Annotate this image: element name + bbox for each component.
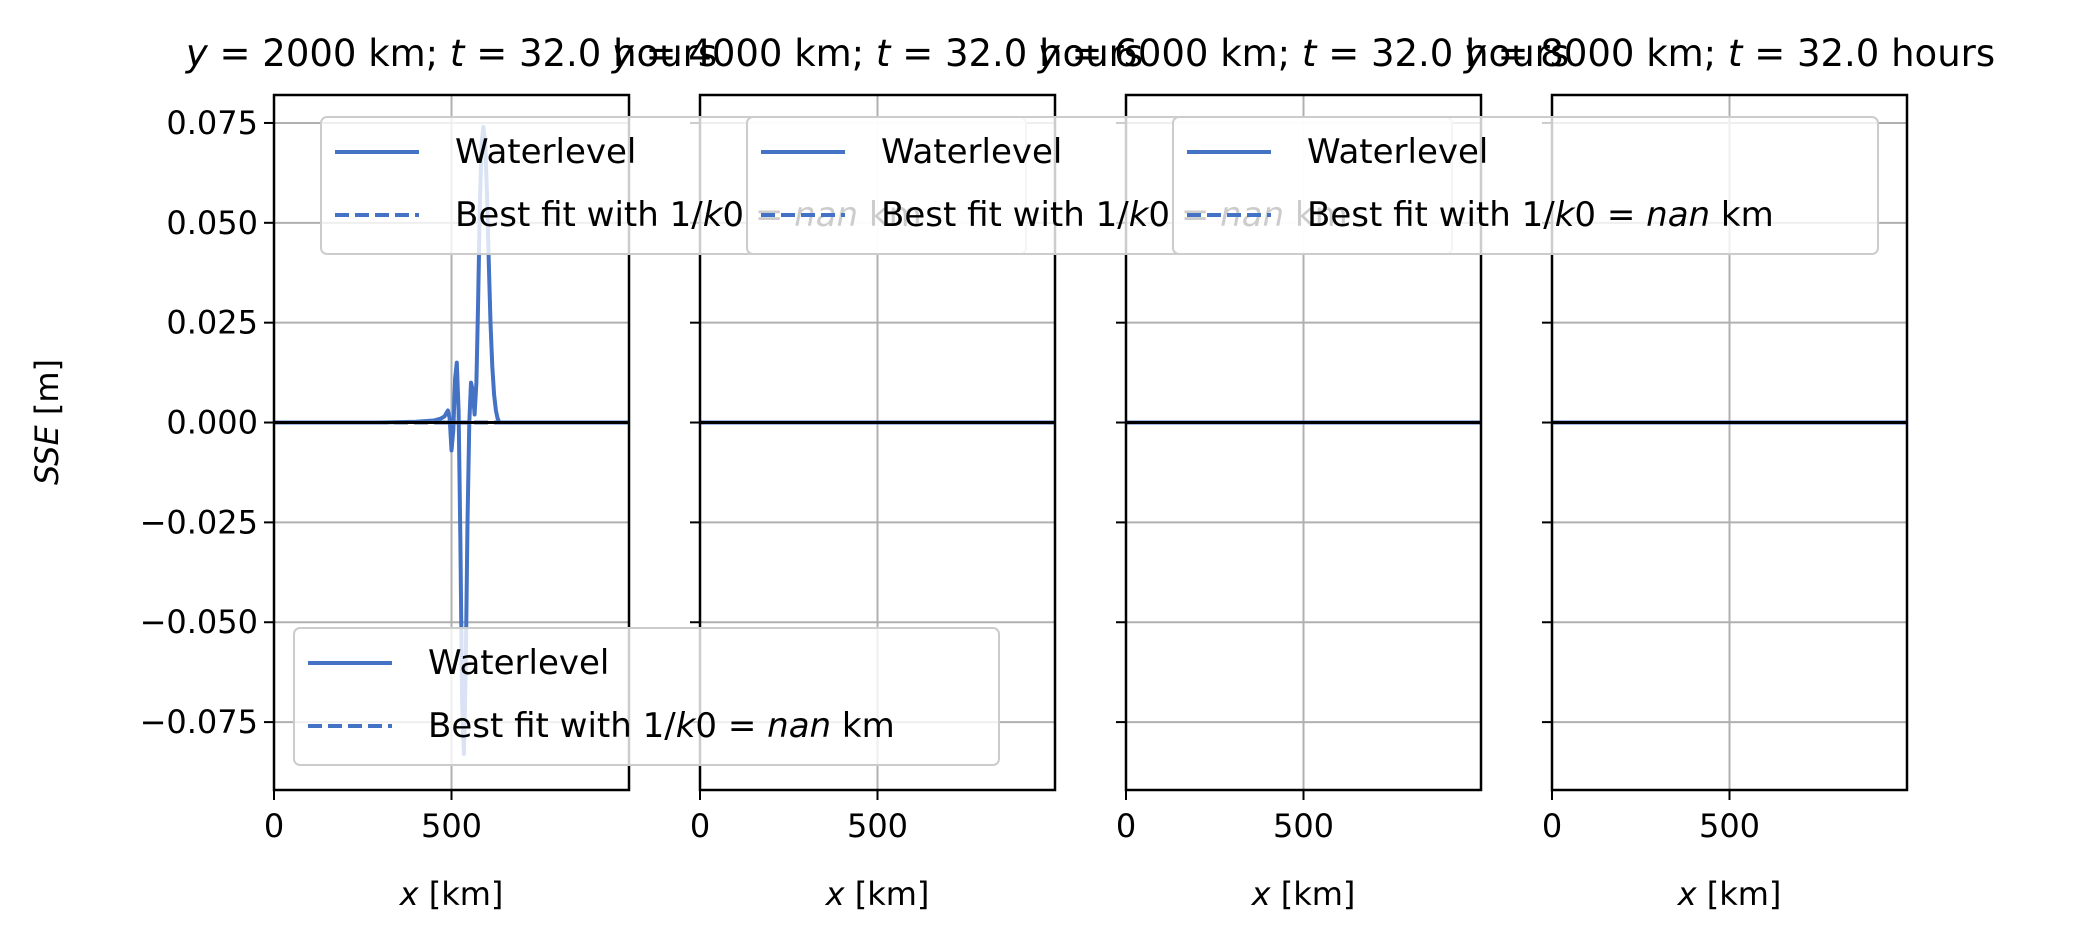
legend-label: Best fit with 1/k0 = nan km [428,706,895,746]
legend-label-text: Best fit with 1/ [1307,195,1555,235]
x-tick-label: 500 [847,807,908,845]
x-tick-label: 500 [1699,807,1760,845]
legend-label-k: k [703,195,724,235]
subplot-title: y = 6000 km; t = 32.0 hours [1037,32,1569,75]
legend-label: Waterlevel [455,132,636,172]
legend: Waterlevel Best fit with 1/k0 = nan km [293,627,1000,766]
title-var-y: y [185,32,209,75]
x-axis-label: x [km] [825,875,930,913]
title-var-t: t [1728,32,1744,75]
title-y-value: = 4000 km; [634,32,876,75]
x-axis-label-unit: [km] [1271,875,1356,913]
legend-label-nan: nan [1646,195,1710,235]
subplot-1: 0.075 0.050 0.025 0.000 −0.025 −0.050 −0.075 0 5… [140,32,718,913]
title-var-y: y [1037,32,1061,75]
legend-label-text: km [831,706,895,746]
legend-label-text: Best fit with 1/ [881,195,1129,235]
subplot-title: y = 4000 km; t = 32.0 hours [611,32,1143,75]
title-var-y: y [1463,32,1487,75]
y-tick-label: 0.000 [166,404,258,442]
legend-label-text: km [1710,195,1774,235]
title-y-value: = 8000 km; [1486,32,1728,75]
legend-label-text: 0 = [695,706,767,746]
legend-label-text: 0 = [1574,195,1646,235]
x-tick-label: 0 [1542,807,1562,845]
x-axis-label-unit: [km] [1697,875,1782,913]
legend-label: Waterlevel [881,132,1062,172]
x-axis-label: x [km] [1251,875,1356,913]
legend-label-k: k [1129,195,1150,235]
x-axis-label-var: x [1251,875,1272,913]
title-var-t: t [450,32,466,75]
title-var-t: t [1302,32,1318,75]
legend-box [1172,116,1879,255]
x-tick-label: 0 [264,807,284,845]
legend-label: Waterlevel [428,643,609,683]
title-var-y: y [611,32,635,75]
legend-label: Best fit with 1/k0 = nan km [1307,195,1774,235]
y-tick-label: −0.025 [140,503,258,541]
x-axis-label-unit: [km] [845,875,930,913]
legend: Waterlevel Best fit with 1/k0 = nan km [1172,116,1879,255]
legend-label-text: Best fit with 1/ [428,706,676,746]
x-tick-label: 500 [1273,807,1334,845]
x-tick-label: 500 [421,807,482,845]
title-t-value: = 32.0 hours [1316,32,1569,75]
x-tick-label: 0 [1116,807,1136,845]
legend-box [293,627,1000,766]
title-y-value: = 6000 km; [1060,32,1302,75]
x-axis-label-var: x [399,875,420,913]
legend-label: Waterlevel [1307,132,1488,172]
legend-label-k: k [1555,195,1576,235]
title-t-value: = 32.0 hours [1742,32,1995,75]
title-t-value: = 32.0 hours [464,32,717,75]
y-tick-label: 0.075 [166,104,258,142]
y-tick-label: −0.050 [140,603,258,641]
subplot-title: y = 8000 km; t = 32.0 hours [1463,32,1995,75]
series-group [274,125,629,757]
x-axis-label-var: x [825,875,846,913]
legend-label-nan: nan [767,706,831,746]
y-tick-label: 0.025 [166,304,258,342]
y-axis-label: SSE [m] [28,359,66,485]
title-t-value: = 32.0 hours [890,32,1143,75]
x-axis-label: x [km] [1677,875,1782,913]
legend-label-k: k [676,706,697,746]
x-axis-label: x [km] [399,875,504,913]
title-var-t: t [876,32,892,75]
x-tick-label: 0 [690,807,710,845]
y-tick-label: 0.050 [166,204,258,242]
legend-label-text: Best fit with 1/ [455,195,703,235]
title-y-value: = 2000 km; [208,32,450,75]
y-tick-label: −0.075 [140,703,258,741]
subplot-title: y = 2000 km; t = 32.0 hours [185,32,717,75]
x-axis-label-unit: [km] [419,875,504,913]
x-axis-label-var: x [1677,875,1698,913]
